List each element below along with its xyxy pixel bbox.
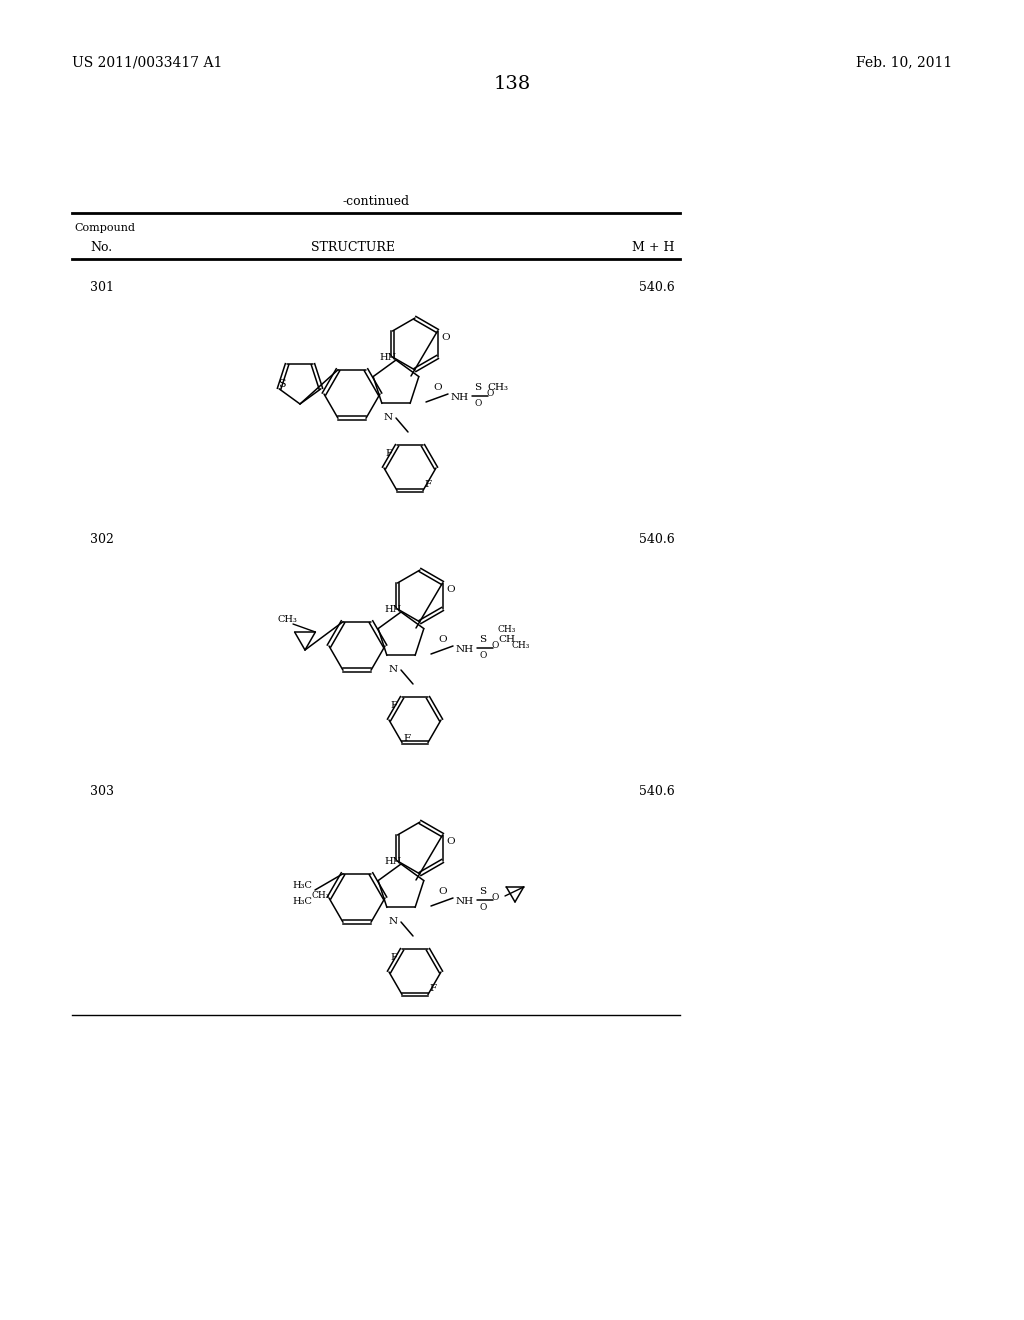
Text: N: N <box>388 917 397 927</box>
Text: O: O <box>438 887 447 896</box>
Text: 540.6: 540.6 <box>639 785 675 799</box>
Text: 540.6: 540.6 <box>639 281 675 294</box>
Text: -continued: -continued <box>342 195 410 209</box>
Text: 540.6: 540.6 <box>639 533 675 546</box>
Text: O: O <box>446 585 455 594</box>
Text: S: S <box>474 384 481 392</box>
Text: O: O <box>492 642 499 651</box>
Text: H₃C: H₃C <box>292 898 312 907</box>
Text: F: F <box>429 983 436 993</box>
Text: 138: 138 <box>494 75 530 92</box>
Text: O: O <box>434 384 442 392</box>
Text: O: O <box>486 389 494 399</box>
Text: US 2011/0033417 A1: US 2011/0033417 A1 <box>72 55 222 69</box>
Text: HN: HN <box>384 858 401 866</box>
Text: Feb. 10, 2011: Feb. 10, 2011 <box>856 55 952 69</box>
Text: F: F <box>424 480 431 488</box>
Text: 302: 302 <box>90 533 114 546</box>
Text: CH₃: CH₃ <box>512 642 530 651</box>
Text: N: N <box>388 665 397 675</box>
Text: F: F <box>403 734 411 743</box>
Text: NH: NH <box>456 645 474 655</box>
Text: F: F <box>390 953 397 962</box>
Text: CH: CH <box>499 635 515 644</box>
Text: F: F <box>385 449 392 458</box>
Text: NH: NH <box>456 898 474 907</box>
Text: CH₃: CH₃ <box>312 891 330 900</box>
Text: Compound: Compound <box>74 223 135 234</box>
Text: NH: NH <box>451 393 469 403</box>
Text: O: O <box>474 400 481 408</box>
Text: F: F <box>390 701 397 710</box>
Text: O: O <box>438 635 447 644</box>
Text: S: S <box>479 635 486 644</box>
Text: S: S <box>479 887 486 896</box>
Text: No.: No. <box>90 242 112 253</box>
Text: S: S <box>279 379 286 389</box>
Text: CH₃: CH₃ <box>498 626 516 635</box>
Text: O: O <box>446 837 455 846</box>
Text: O: O <box>441 333 450 342</box>
Text: HN: HN <box>384 606 401 615</box>
Text: H₃C: H₃C <box>292 882 312 891</box>
Text: O: O <box>479 652 486 660</box>
Text: N: N <box>383 413 392 422</box>
Text: CH₃: CH₃ <box>278 615 297 624</box>
Text: HN: HN <box>380 354 396 363</box>
Text: O: O <box>479 903 486 912</box>
Text: M + H: M + H <box>633 242 675 253</box>
Text: CH₃: CH₃ <box>487 384 509 392</box>
Text: STRUCTURE: STRUCTURE <box>311 242 395 253</box>
Text: 301: 301 <box>90 281 114 294</box>
Text: 303: 303 <box>90 785 114 799</box>
Text: O: O <box>492 894 499 903</box>
